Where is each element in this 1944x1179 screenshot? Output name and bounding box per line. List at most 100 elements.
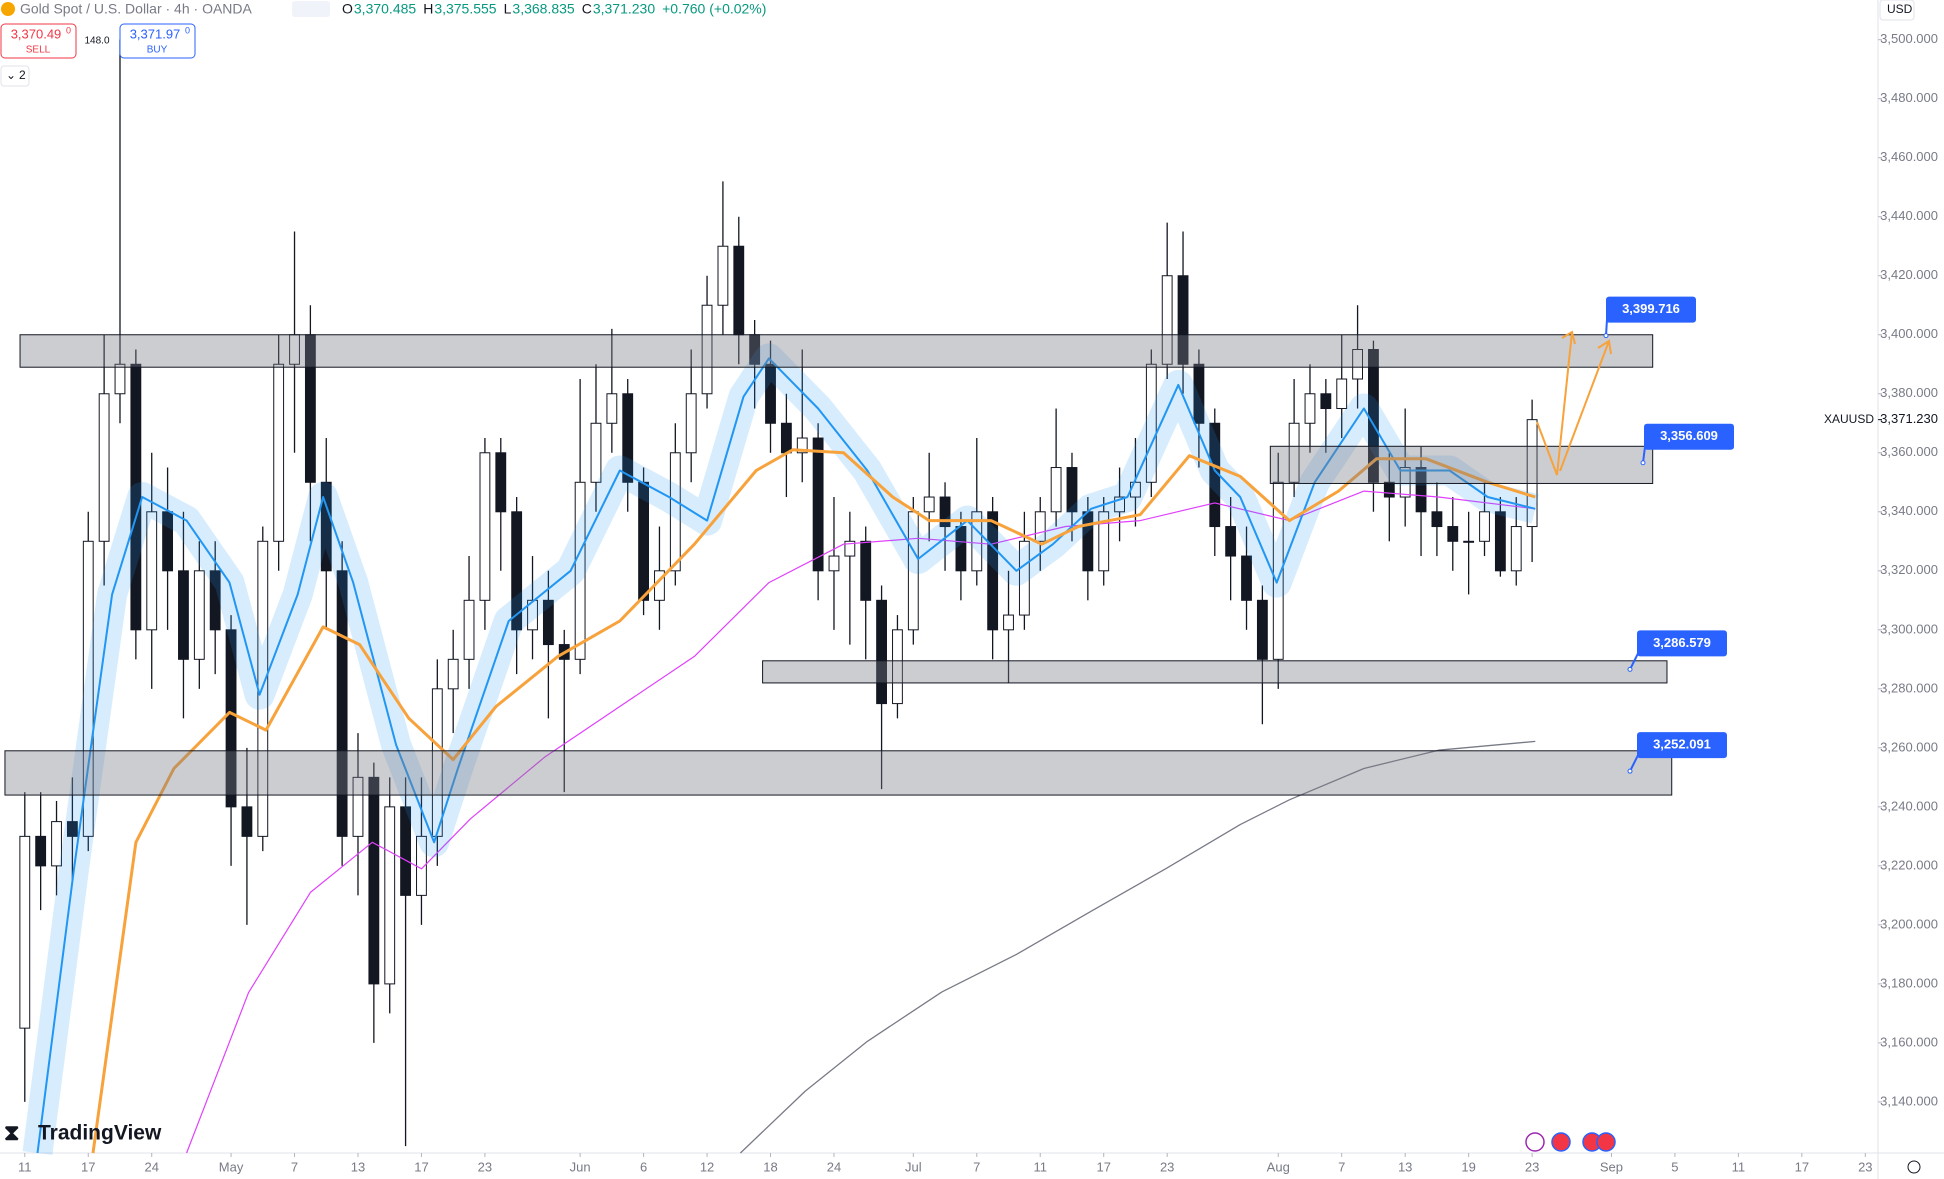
candle-body [479, 452, 491, 601]
candle-body [447, 658, 459, 690]
sell-price: 3,370.49 [11, 26, 62, 41]
candle-body [1018, 540, 1030, 616]
settings-chip[interactable] [292, 1, 330, 17]
candle-body [35, 835, 47, 867]
ohlc-key: C [582, 1, 592, 17]
y-tick-label: 3,160.000 [1880, 1034, 1938, 1049]
candle-body [669, 452, 681, 572]
x-tick-label: Jun [570, 1159, 591, 1174]
price-label-box [1637, 630, 1727, 657]
candle-body [352, 776, 364, 837]
event-icon[interactable] [1596, 1132, 1616, 1152]
projection-path [1559, 340, 1610, 472]
candle-body [828, 555, 840, 572]
candle-body [431, 688, 443, 837]
candle-body [987, 511, 999, 631]
label-anchor [1603, 333, 1609, 339]
candle-body [1510, 526, 1522, 572]
buy-sup: 0 [185, 25, 190, 35]
candle-body [178, 570, 189, 660]
indicator-line [36, 357, 1536, 1154]
arrow-head [1597, 339, 1612, 355]
price-label-box [1637, 732, 1727, 759]
y-tick-label: 3,140.000 [1880, 1093, 1938, 1108]
last-price-symbol: XAUUSD [1824, 412, 1874, 426]
candle-body [1383, 481, 1395, 498]
candle-body [590, 422, 602, 483]
last-price: 3,371.230 [1880, 411, 1938, 426]
price-label: 3,286.579 [1653, 635, 1711, 650]
candle-body [146, 511, 158, 631]
candle-body [701, 304, 713, 395]
candle-body [1193, 363, 1205, 424]
candle-body [1114, 496, 1125, 513]
sell-button[interactable] [0, 23, 77, 59]
price-label: 3,252.091 [1653, 737, 1711, 752]
indicators-toggle[interactable] [0, 65, 30, 87]
ohlc: O 3,370.485 H 3,375.555 L 3,368.835 C 3,371.230 [342, 1, 655, 17]
candle-body [780, 422, 792, 454]
event-icon[interactable] [1551, 1132, 1571, 1152]
candle-body [1225, 526, 1237, 557]
y-tick-label: 3,320.000 [1880, 562, 1938, 577]
candle-body [1479, 511, 1490, 542]
label-anchor [1627, 768, 1633, 774]
projection [1536, 330, 1612, 476]
candle-body [162, 511, 174, 572]
candle-body [400, 806, 412, 896]
x-tick-label: 17 [81, 1159, 95, 1174]
candle-body [368, 776, 380, 985]
candle-body [542, 599, 554, 646]
candle-body [1352, 349, 1363, 380]
candle-body [1177, 275, 1189, 365]
candle-body [1003, 614, 1014, 631]
currency-button[interactable] [1879, 0, 1915, 21]
y-tick-label: 3,340.000 [1880, 503, 1938, 518]
candle-body [971, 511, 983, 572]
price-label: 3,356.609 [1660, 428, 1718, 443]
candle-body [574, 481, 586, 660]
x-tick-label: 11 [18, 1159, 32, 1174]
candle-body [765, 363, 776, 424]
x-tick-label: 23 [1160, 1159, 1174, 1174]
symbol-title[interactable]: Gold Spot / U.S. Dollar · 4h · OANDA [20, 1, 253, 17]
candle-body [384, 806, 396, 985]
candle-body [1320, 393, 1332, 410]
label-anchor [1640, 460, 1646, 466]
y-tick-label: 3,240.000 [1880, 798, 1938, 813]
candle-body [606, 393, 618, 424]
candle-body [1050, 467, 1062, 513]
candle-body [1256, 599, 1268, 660]
candle-body [130, 363, 142, 631]
candle-body [511, 511, 523, 631]
y-tick-label: 3,280.000 [1880, 680, 1938, 695]
x-tick-label: 12 [700, 1159, 714, 1174]
x-tick-label: Sep [1600, 1159, 1623, 1174]
indicators-chevron: ⌄ [6, 68, 16, 82]
candle-body [1272, 481, 1284, 660]
candle-body [892, 629, 903, 705]
x-tick-label: 19 [1461, 1159, 1475, 1174]
candle-body [225, 629, 237, 808]
candle-body [495, 452, 507, 513]
x-tick-label: May [219, 1159, 244, 1174]
buy-price: 3,371.97 [130, 26, 181, 41]
event-icon[interactable] [1525, 1132, 1545, 1152]
candle-body [860, 540, 872, 601]
candle-body [1399, 467, 1411, 498]
price-label-box [1606, 296, 1696, 323]
settings-icon[interactable] [1907, 1160, 1921, 1174]
x-tick-label: 24 [827, 1159, 841, 1174]
y-tick-label: 3,480.000 [1880, 90, 1938, 105]
change: +0.760 (+0.02%) [662, 1, 766, 17]
y-tick-label: 3,300.000 [1880, 621, 1938, 636]
x-tick-label: 18 [763, 1159, 777, 1174]
candle-body [1304, 393, 1316, 424]
projection-path [1536, 331, 1573, 476]
candle-body [1431, 511, 1443, 528]
label-connector [1629, 754, 1639, 772]
ohlc-value: 3,375.555 [434, 1, 496, 17]
buy-button[interactable] [119, 23, 196, 59]
